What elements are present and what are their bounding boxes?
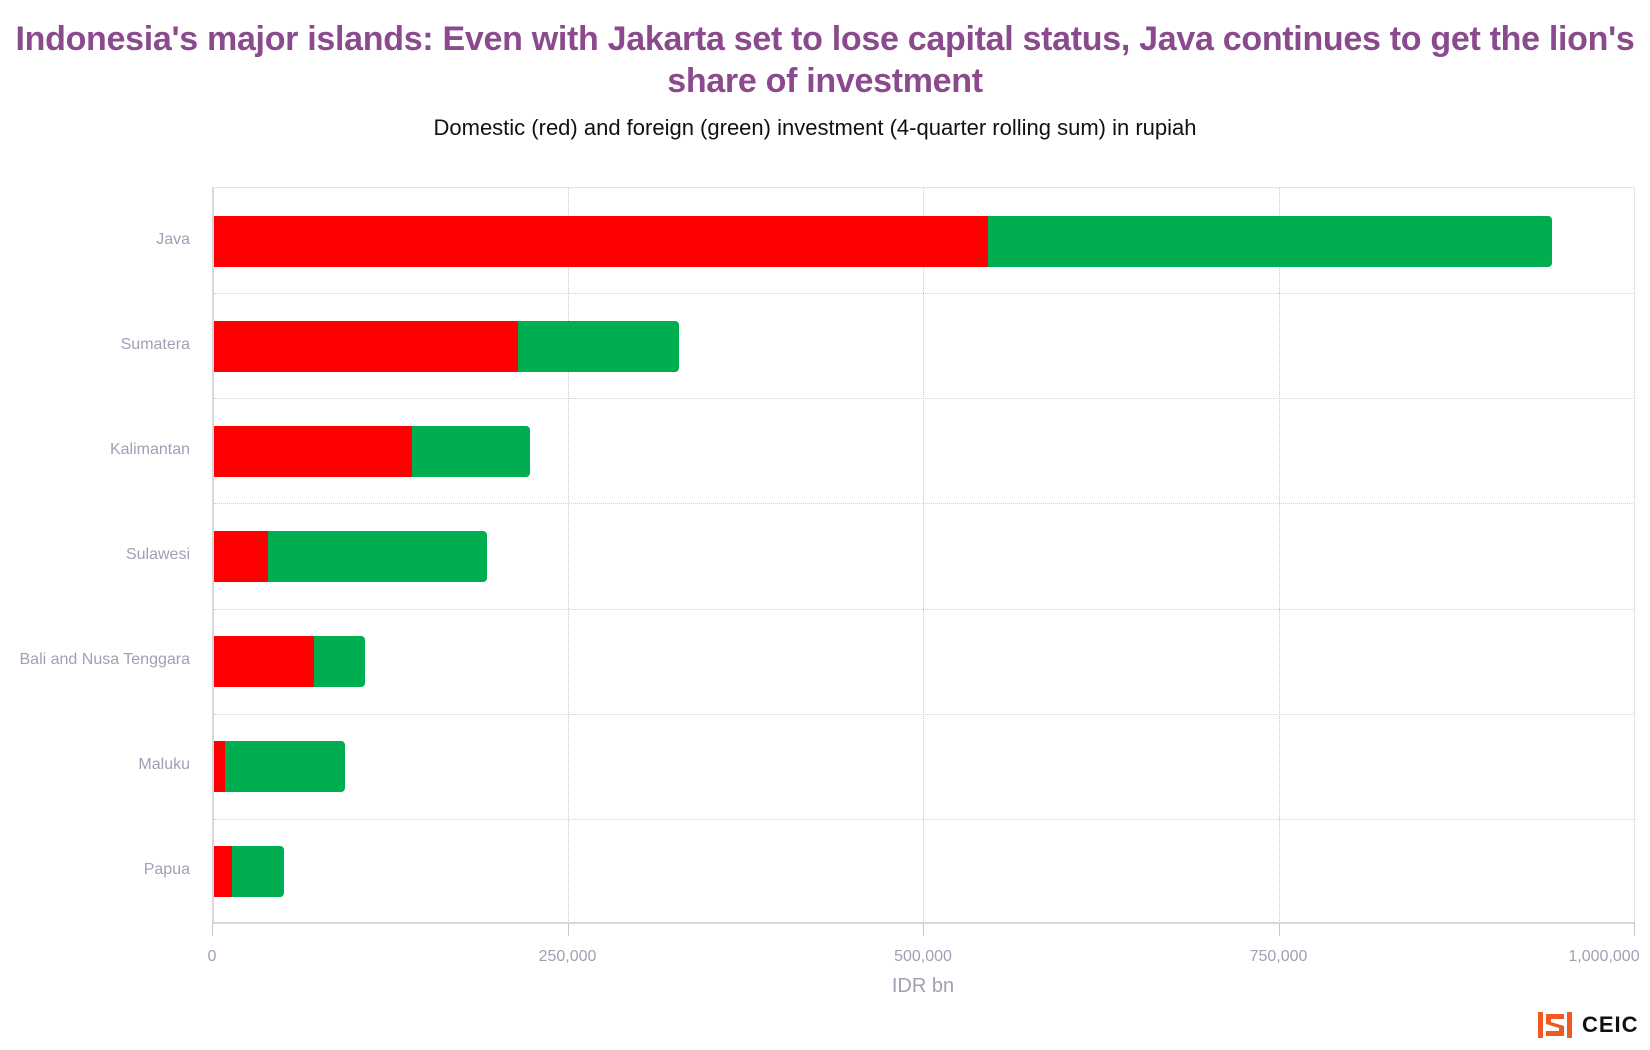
foreign-segment[interactable]	[987, 215, 1553, 267]
domestic-segment[interactable]	[214, 741, 226, 793]
domestic-segment[interactable]	[214, 425, 412, 477]
horizontal-gridline	[214, 713, 1634, 715]
horizontal-gridline	[214, 818, 1634, 820]
foreign-segment[interactable]	[518, 320, 679, 372]
vertical-gridline	[1278, 188, 1280, 923]
plot-area	[212, 187, 1635, 923]
x-tick-mark	[923, 923, 924, 936]
x-tick-mark	[567, 923, 569, 936]
brand-name: CEIC	[1582, 1012, 1639, 1037]
ceic-logo: CEIC	[1538, 1012, 1639, 1038]
ceic-logo-icon	[1538, 1012, 1572, 1038]
foreign-segment[interactable]	[313, 636, 365, 688]
foreign-segment[interactable]	[411, 425, 530, 477]
horizontal-gridline	[214, 503, 1634, 505]
domestic-segment[interactable]	[214, 215, 988, 267]
category-label: Sumatera	[120, 335, 190, 353]
horizontal-gridline	[214, 608, 1634, 610]
horizontal-gridline	[214, 293, 1634, 295]
category-label: Papua	[143, 861, 190, 879]
category-label: Maluku	[138, 756, 190, 774]
domestic-segment[interactable]	[214, 531, 269, 582]
chart-title: Indonesia's major islands: Even with Jak…	[15, 20, 1635, 100]
vertical-gridline	[923, 188, 924, 923]
x-tick-label: 1,000,000	[1568, 948, 1640, 965]
x-tick-mark	[212, 923, 213, 936]
x-tick-label: 250,000	[538, 948, 597, 965]
chart-subtitle: Domestic (red) and foreign (green) inves…	[433, 115, 1197, 140]
category-label: Kalimantan	[109, 440, 190, 458]
foreign-segment[interactable]	[268, 531, 488, 582]
category-label: Java	[156, 230, 190, 248]
category-label: Sulawesi	[125, 546, 190, 563]
foreign-segment[interactable]	[225, 741, 345, 793]
vertical-gridline	[1634, 188, 1635, 923]
x-tick-label: 0	[207, 948, 217, 965]
domestic-segment[interactable]	[214, 636, 314, 688]
horizontal-gridline	[214, 398, 1634, 400]
foreign-segment[interactable]	[232, 846, 284, 898]
vertical-gridline	[567, 188, 569, 923]
x-tick-label: 750,000	[1249, 948, 1308, 965]
x-tick-mark	[1278, 923, 1280, 936]
x-tick-mark	[1634, 923, 1635, 936]
domestic-segment[interactable]	[214, 846, 233, 898]
domestic-segment[interactable]	[214, 320, 519, 372]
x-axis-title: IDR bn	[891, 975, 955, 997]
category-label: Bali and Nusa Tenggara	[19, 651, 191, 669]
x-tick-label: 500,000	[894, 948, 952, 965]
